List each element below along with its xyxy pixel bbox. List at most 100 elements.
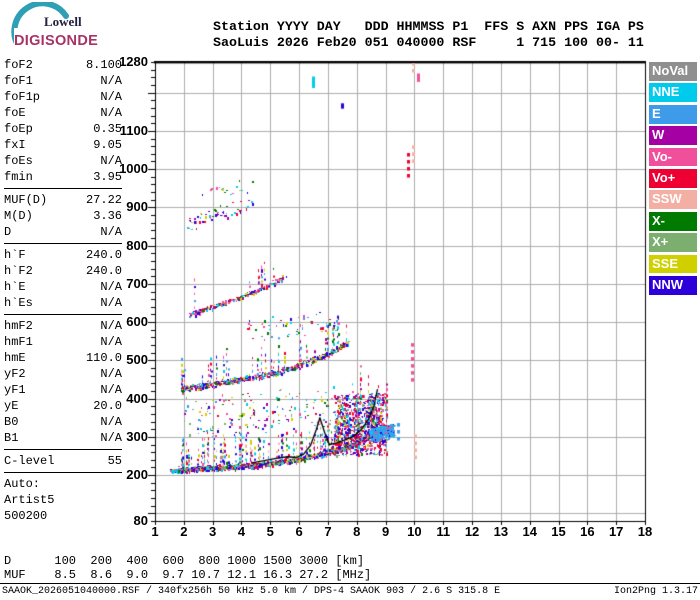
- legend-label: X-: [652, 212, 665, 228]
- param-label: h`E: [4, 280, 26, 294]
- param-value: N/A: [100, 74, 122, 88]
- param-row: MUF(D) 27.22: [4, 192, 122, 208]
- param-row: B1 N/A: [4, 430, 122, 446]
- param-value: N/A: [100, 431, 122, 445]
- param-label: foEs: [4, 154, 33, 168]
- param-row: foE N/A: [4, 105, 122, 121]
- y-tick-label: 600: [126, 314, 148, 330]
- x-tick-label: 18: [637, 524, 653, 539]
- param-value: 240.0: [85, 264, 122, 278]
- status-divider: [0, 583, 700, 584]
- legend-label: NNE: [652, 84, 680, 100]
- param-row: Auto:: [4, 476, 122, 492]
- legend-item: SSW: [649, 190, 697, 210]
- param-label: hmF1: [4, 335, 33, 349]
- scaled-parameters-panel: foF2 8.100 foF1 N/A foF1p N/A foE N/A foEp 0.35 fx…: [4, 57, 122, 524]
- param-value: N/A: [100, 415, 122, 429]
- param-value: N/A: [100, 383, 122, 397]
- param-value: N/A: [100, 319, 122, 333]
- param-label: yE: [4, 399, 19, 413]
- param-label: fxI: [4, 138, 26, 152]
- y-tick-label: 1100: [119, 122, 148, 138]
- legend-label: SSE: [652, 255, 679, 271]
- param-label: B0: [4, 415, 19, 429]
- param-row: foF1 N/A: [4, 73, 122, 89]
- param-divider: [4, 243, 122, 244]
- y-tick-label: 1000: [119, 161, 148, 177]
- param-row: D N/A: [4, 224, 122, 240]
- param-value: 0.35: [93, 122, 122, 136]
- param-label: foF1p: [4, 90, 41, 104]
- x-tick-label: 14: [522, 524, 537, 539]
- x-tick-label: 7: [324, 524, 332, 539]
- y-tick-label: 200: [126, 467, 148, 483]
- y-tick-label: 80: [133, 513, 148, 528]
- param-label: yF1: [4, 383, 26, 397]
- status-file-info: SAAOK_2026051040000.RSF / 340fx256h 50 k…: [2, 586, 501, 597]
- param-row: Artist5: [4, 492, 122, 508]
- y-tick-label: 800: [126, 237, 148, 253]
- legend-item: NNW: [649, 275, 697, 295]
- param-label: h`F: [4, 248, 26, 262]
- param-value: N/A: [100, 90, 122, 104]
- param-label: Auto:: [4, 477, 41, 491]
- param-value: N/A: [100, 154, 122, 168]
- param-row: yF2 N/A: [4, 366, 122, 382]
- param-row: C-level 55: [4, 453, 122, 469]
- status-bar: SAAOK_2026051040000.RSF / 340fx256h 50 k…: [2, 586, 698, 597]
- param-label: M(D): [4, 209, 33, 223]
- param-row: fxI 9.05: [4, 137, 122, 153]
- legend-label: NoVal: [652, 63, 689, 78]
- legend-label: X+: [652, 234, 669, 250]
- ionogram-plot: 1280 1100 1000 900 800 700 600 500 400 300 200 80 1…: [100, 55, 700, 555]
- param-row: yF1 N/A: [4, 382, 122, 398]
- x-tick-label: 16: [580, 524, 595, 539]
- x-tick-label: 4: [237, 524, 246, 539]
- y-tick-label: 900: [126, 199, 148, 215]
- header-line-columns: Station YYYY DAY DDD HHMMSS P1 FFS S AXN…: [213, 19, 644, 34]
- param-label: hmF2: [4, 319, 33, 333]
- param-value: 9.05: [93, 138, 122, 152]
- param-divider: [4, 472, 122, 473]
- param-row: M(D) 3.36: [4, 208, 122, 224]
- param-label: h`F2: [4, 264, 33, 278]
- x-tick-label: 15: [551, 524, 566, 539]
- legend-label: W: [652, 127, 665, 143]
- y-tick-label: 400: [126, 390, 148, 406]
- param-label: 500200: [4, 509, 48, 523]
- x-tick-label: 17: [608, 524, 624, 539]
- echo-type-legend: NoVal NNE E W Vo- Vo+ SSW X- X+ SSE NNW: [649, 62, 697, 297]
- param-row: h`F 240.0: [4, 247, 122, 263]
- legend-label: NNW: [652, 276, 684, 292]
- header-line-values: SaoLuis 2026 Feb20 051 040000 RSF 1 715 …: [213, 35, 644, 50]
- param-label: h`Es: [4, 296, 33, 310]
- param-value: N/A: [100, 335, 122, 349]
- param-row: foEp 0.35: [4, 121, 122, 137]
- param-row: 500200: [4, 508, 122, 524]
- legend-item: NNE: [649, 83, 697, 103]
- param-divider: [4, 449, 122, 450]
- param-label: foF2: [4, 58, 33, 72]
- legend-item: X-: [649, 211, 697, 231]
- param-label: fmin: [4, 170, 33, 184]
- logo-lowell-text: Lowell: [44, 14, 82, 29]
- param-row: fmin 3.95: [4, 169, 122, 185]
- x-tick-label: 13: [493, 524, 509, 539]
- param-value: 8.100: [85, 58, 122, 72]
- param-divider: [4, 188, 122, 189]
- param-label: MUF(D): [4, 193, 48, 207]
- legend-item: SSE: [649, 254, 697, 274]
- param-value: N/A: [100, 225, 122, 239]
- param-row: foEs N/A: [4, 153, 122, 169]
- param-row: yE 20.0: [4, 398, 122, 414]
- status-program-version: Ion2Png 1.3.17: [613, 586, 698, 597]
- param-label: yF2: [4, 367, 26, 381]
- legend-label: SSW: [652, 191, 682, 207]
- y-tick-label: 300: [126, 428, 148, 444]
- param-label: hmE: [4, 351, 26, 365]
- param-value: N/A: [100, 280, 122, 294]
- param-value: 55: [107, 454, 122, 468]
- x-tick-label: 5: [266, 524, 274, 539]
- logo-text-backing: [14, 28, 122, 50]
- lowell-digisonde-logo: Lowell DIGISONDE: [11, 2, 122, 50]
